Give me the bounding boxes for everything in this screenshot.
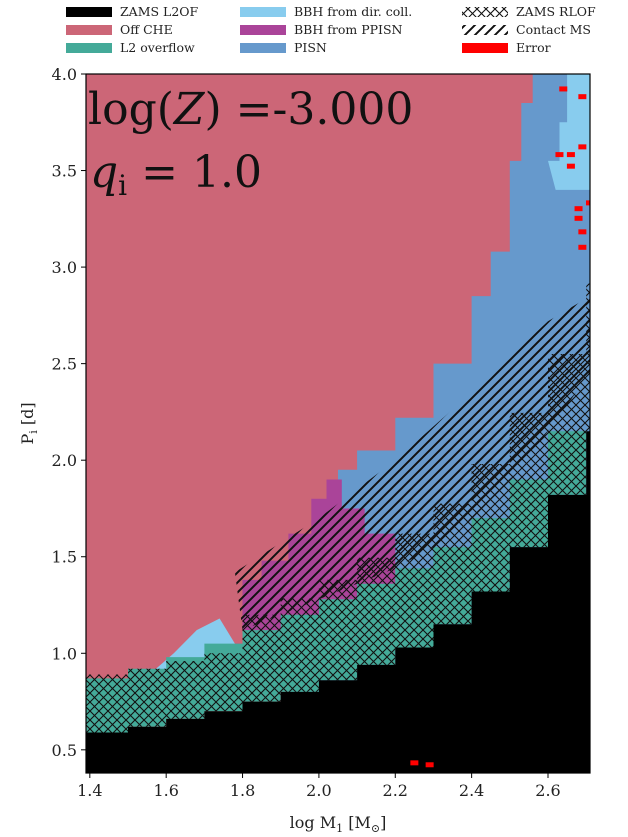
legend: ZAMS L2OF Off CHE L2 overflow BBH from dir.…	[66, 4, 596, 55]
y-axis-label: Pi [d]	[18, 402, 40, 444]
metallicity-annotation: log(Z) =-3.000	[88, 84, 413, 135]
error-cell	[559, 86, 568, 92]
region-zams-l2of	[86, 429, 590, 773]
y-tick-label: 4.0	[52, 65, 77, 84]
legend-label: BBH from PPISN	[294, 22, 403, 37]
error-cell	[578, 94, 587, 100]
error-cell	[410, 760, 419, 766]
error-cell	[566, 163, 575, 169]
error-cell	[586, 200, 590, 206]
y-tick-label: 3.0	[52, 258, 77, 277]
legend-swatch	[462, 43, 508, 53]
legend-label: PISN	[294, 40, 327, 55]
y-tick-label: 3.5	[52, 162, 77, 181]
error-cell	[578, 244, 587, 250]
error-cells	[410, 86, 590, 768]
legend-swatch	[66, 43, 112, 53]
plot-area	[86, 74, 590, 773]
y-tick-label: 0.5	[52, 741, 77, 760]
x-tick-label: 2.2	[383, 781, 408, 800]
region-bbh-dir-coll	[548, 74, 590, 190]
region-zams-rlof	[86, 280, 590, 733]
error-cell	[566, 152, 575, 158]
error-cell	[574, 206, 583, 212]
legend-label: ZAMS RLOF	[516, 4, 596, 19]
y-tick-label: 1.5	[52, 548, 77, 567]
legend-swatch	[462, 25, 508, 35]
legend-swatch	[240, 7, 286, 17]
error-cell	[425, 762, 434, 768]
y-tick-label: 2.0	[52, 451, 77, 470]
legend-label: Off CHE	[120, 22, 173, 37]
y-tick-label: 1.0	[52, 644, 77, 663]
region-contact-ms	[234, 296, 590, 631]
plot-frame	[85, 73, 591, 774]
x-tick-label: 2.0	[306, 781, 331, 800]
legend-swatch	[240, 43, 286, 53]
legend-swatch	[240, 25, 286, 35]
x-tick-label: 1.4	[77, 781, 102, 800]
x-axis-ticks: 1.4 1.6 1.8 2.0 2.2 2.4 2.6	[77, 773, 561, 800]
legend-label: ZAMS L2OF	[120, 4, 199, 19]
error-cell	[555, 152, 564, 158]
error-cell	[574, 215, 583, 221]
error-cell	[578, 144, 587, 150]
x-axis-label: log M1 [M⊙]	[290, 813, 387, 835]
legend-label: L2 overflow	[120, 40, 195, 55]
legend-label: Error	[516, 40, 551, 55]
legend-label: Contact MS	[516, 22, 591, 37]
legend-swatch	[462, 7, 508, 17]
x-tick-label: 2.4	[459, 781, 484, 800]
x-tick-label: 2.6	[535, 781, 560, 800]
x-tick-label: 1.8	[230, 781, 255, 800]
error-cell	[578, 229, 587, 235]
y-axis-ticks: 0.5 1.0 1.5 2.0 2.5 3.0 3.5 4.0	[52, 65, 86, 760]
x-tick-label: 1.6	[153, 781, 178, 800]
legend-swatch	[66, 7, 112, 17]
y-tick-label: 2.5	[52, 355, 77, 374]
legend-swatch	[66, 25, 112, 35]
legend-label: BBH from dir. coll.	[294, 4, 412, 19]
mass-ratio-annotation: qi = 1.0	[90, 147, 262, 202]
